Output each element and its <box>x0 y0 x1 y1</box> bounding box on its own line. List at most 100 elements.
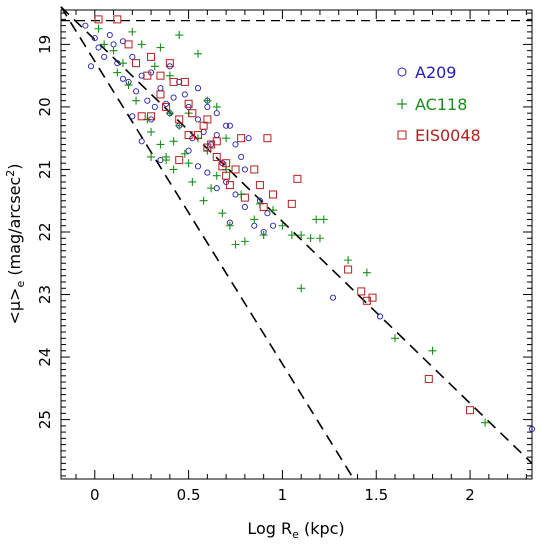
point-plus <box>212 171 221 180</box>
point-plus <box>188 177 197 186</box>
point-circle <box>330 294 337 301</box>
point-circle <box>95 44 102 51</box>
point-plus <box>315 234 324 243</box>
point-circle <box>133 88 140 95</box>
legend-marker-square <box>397 130 407 140</box>
reference-line-diagonal <box>60 6 533 464</box>
point-plus <box>193 49 202 58</box>
x-axis-title: Log Re (kpc) <box>247 519 344 541</box>
point-circle <box>194 163 202 170</box>
point-circle <box>204 103 211 110</box>
point-square <box>203 143 212 152</box>
x-tick-label: 2 <box>465 486 475 504</box>
point-circle <box>376 313 384 320</box>
point-circle <box>213 132 220 139</box>
point-circle <box>82 22 89 29</box>
legend-label-ac118: AC118 <box>415 95 467 114</box>
point-plus <box>287 231 296 240</box>
point-square <box>162 102 171 111</box>
point-square <box>250 165 259 174</box>
point-circle <box>138 138 145 145</box>
point-plus <box>175 31 184 40</box>
point-square <box>156 71 165 80</box>
legend-marker-circle <box>397 67 407 77</box>
point-plus <box>240 237 249 246</box>
point-plus <box>269 206 278 215</box>
point-circle <box>251 222 258 229</box>
point-plus <box>481 418 490 427</box>
x-tick-labels: 0 0.5 1 1.5 2 <box>90 486 475 504</box>
point-square <box>212 152 221 161</box>
y-axis-title: <μ>e (mag/arcsec2) <box>4 163 27 324</box>
point-plus <box>259 231 268 240</box>
point-plus <box>306 234 315 243</box>
point-square <box>344 265 353 274</box>
point-circle <box>151 103 158 110</box>
series-a209 <box>82 22 536 433</box>
point-plus <box>199 196 208 205</box>
point-plus <box>100 40 109 49</box>
point-plus <box>319 215 328 224</box>
point-plus <box>231 240 240 249</box>
point-plus <box>156 43 165 52</box>
point-circle <box>144 97 151 104</box>
legend-label-a209: A209 <box>415 63 456 82</box>
point-plus <box>137 40 146 49</box>
point-plus <box>297 284 306 293</box>
point-circle <box>91 35 98 42</box>
point-circle <box>157 85 164 92</box>
y-tick-label: 23 <box>36 285 54 304</box>
reference-lines <box>60 6 533 480</box>
point-plus <box>109 46 118 55</box>
point-circle <box>204 169 211 176</box>
point-square <box>357 287 366 296</box>
legend-item-ac118: AC118 <box>397 95 467 114</box>
point-circle <box>185 147 192 154</box>
y-tick-label: 22 <box>36 222 54 241</box>
y-tick-label: 20 <box>36 97 54 116</box>
legend: A209 AC118 EIS0048 <box>397 63 481 145</box>
point-square <box>124 40 133 49</box>
point-plus <box>180 149 189 158</box>
point-square <box>143 71 152 80</box>
x-tick-label: 1.5 <box>364 486 388 504</box>
point-plus <box>147 127 156 136</box>
point-plus <box>218 209 227 218</box>
point-square <box>237 134 246 143</box>
point-plus <box>391 334 400 343</box>
point-circle <box>129 113 136 120</box>
point-plus <box>124 81 133 90</box>
series-eis0048 <box>94 15 475 415</box>
point-plus <box>428 346 437 355</box>
point-plus <box>113 68 122 77</box>
point-square <box>287 199 296 208</box>
point-plus <box>297 231 306 240</box>
point-square <box>193 131 202 140</box>
point-plus <box>156 140 165 149</box>
point-square <box>156 90 165 99</box>
point-square <box>203 115 212 124</box>
point-plus <box>212 102 221 111</box>
point-square <box>293 174 302 183</box>
point-circle <box>238 153 245 161</box>
point-square <box>225 181 234 190</box>
point-square <box>222 171 231 180</box>
point-plus <box>225 221 234 230</box>
point-plus <box>132 96 141 105</box>
point-circle <box>226 122 233 129</box>
point-circle <box>223 122 230 129</box>
x-tick-label: 0.5 <box>177 486 201 504</box>
point-plus <box>147 152 156 161</box>
point-plus <box>207 184 216 193</box>
point-circle <box>194 116 202 123</box>
legend-label-eis0048: EIS0048 <box>415 126 481 145</box>
x-tick-label: 1 <box>278 486 288 504</box>
point-square <box>184 99 193 108</box>
point-square <box>132 59 141 68</box>
point-square <box>263 134 272 143</box>
point-circle <box>264 210 271 217</box>
point-circle <box>181 91 188 98</box>
point-square <box>188 109 197 118</box>
point-square <box>137 112 146 121</box>
point-plus <box>344 256 353 265</box>
